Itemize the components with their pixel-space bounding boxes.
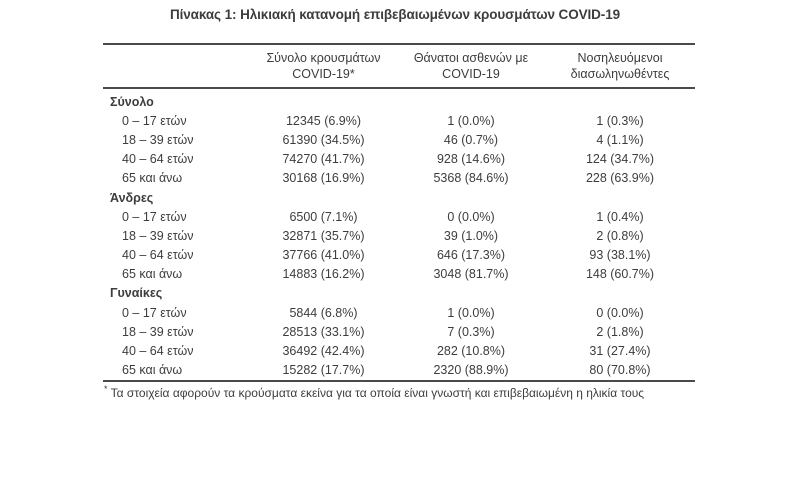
- age-group-label: 18 – 39 ετών: [122, 324, 194, 339]
- age-group-label: 40 – 64 ετών: [122, 152, 194, 167]
- age-group-label: 65 και άνω: [122, 363, 183, 378]
- section-label: Γυναίκες: [110, 286, 163, 301]
- age-group-label: 40 – 64 ετών: [122, 344, 194, 359]
- section-label: Άνδρες: [110, 190, 154, 205]
- footnote: * Τα στοιχεία αφορούν τα κρούσματα εκείν…: [104, 384, 644, 400]
- table-row: 18 – 39 ετών 32871 (35.7%) 39 (1.0%) 2 (…: [103, 226, 695, 245]
- age-group-label: 40 – 64 ετών: [122, 248, 194, 263]
- deaths-value: 1 (0.0%): [447, 305, 495, 320]
- intubated-value: 0 (0.0%): [596, 305, 644, 320]
- cases-value: 12345 (6.9%): [285, 113, 362, 128]
- age-group-label: 0 – 17 ετών: [122, 209, 187, 224]
- deaths-value: 2320 (88.9%): [433, 363, 509, 378]
- col-header-intubated: Νοσηλευόμενοι διασωληνωθέντες: [545, 50, 695, 83]
- deaths-value: 282 (10.8%): [436, 344, 506, 359]
- intubated-value: 4 (1.1%): [596, 132, 644, 147]
- intubated-value: 148 (60.7%): [585, 267, 655, 282]
- intubated-value: 2 (1.8%): [596, 324, 644, 339]
- intubated-value: 228 (63.9%): [585, 171, 655, 186]
- table-row: 65 και άνω 30168 (16.9%) 5368 (84.6%) 22…: [103, 169, 695, 188]
- age-group-label: 18 – 39 ετών: [122, 132, 194, 147]
- footnote-marker: *: [104, 384, 108, 394]
- deaths-value: 1 (0.0%): [447, 113, 495, 128]
- table-row: 40 – 64 ετών 36492 (42.4%) 282 (10.8%) 3…: [103, 341, 695, 360]
- intubated-value: 1 (0.4%): [596, 209, 644, 224]
- table-row: 40 – 64 ετών 74270 (41.7%) 928 (14.6%) 1…: [103, 150, 695, 169]
- cases-value: 32871 (35.7%): [282, 228, 365, 243]
- age-group-label: 65 και άνω: [122, 267, 183, 282]
- cases-value: 37766 (41.0%): [282, 248, 365, 263]
- section-label: Σύνολο: [110, 94, 154, 109]
- section-header-men: Άνδρες: [103, 188, 695, 207]
- cases-value: 36492 (42.4%): [282, 344, 365, 359]
- intubated-value: 124 (34.7%): [585, 152, 655, 167]
- intubated-value: 93 (38.1%): [589, 248, 651, 263]
- age-group-label: 0 – 17 ετών: [122, 305, 187, 320]
- col-header-cases-line2: COVID-19*: [292, 67, 355, 81]
- data-table: Σύνολο κρουσμάτων COVID-19* Θάνατοι ασθε…: [103, 43, 695, 382]
- col-header-cases: Σύνολο κρουσμάτων COVID-19*: [250, 50, 397, 83]
- cases-value: 5844 (6.8%): [289, 305, 358, 320]
- table-row: 18 – 39 ετών 28513 (33.1%) 7 (0.3%) 2 (1…: [103, 322, 695, 341]
- deaths-value: 39 (1.0%): [443, 228, 499, 243]
- cases-value: 6500 (7.1%): [289, 209, 358, 224]
- cases-value: 14883 (16.2%): [282, 267, 365, 282]
- col-header-intubated-line1: Νοσηλευόμενοι: [577, 50, 663, 65]
- section-header-women: Γυναίκες: [103, 284, 695, 303]
- cases-value: 30168 (16.9%): [282, 171, 365, 186]
- intubated-value: 80 (70.8%): [589, 363, 651, 378]
- table-row: 0 – 17 ετών 5844 (6.8%) 1 (0.0%) 0 (0.0%…: [103, 303, 695, 322]
- table-row: 40 – 64 ετών 37766 (41.0%) 646 (17.3%) 9…: [103, 246, 695, 265]
- cases-value: 74270 (41.7%): [282, 152, 365, 167]
- deaths-value: 0 (0.0%): [447, 209, 495, 224]
- deaths-value: 646 (17.3%): [436, 248, 506, 263]
- deaths-value: 7 (0.3%): [447, 324, 495, 339]
- table-row: 65 και άνω 14883 (16.2%) 3048 (81.7%) 14…: [103, 265, 695, 284]
- col-header-cases-line1: Σύνολο κρουσμάτων: [266, 50, 381, 65]
- col-header-intubated-line2: διασωληνωθέντες: [570, 67, 670, 81]
- intubated-value: 2 (0.8%): [596, 228, 644, 243]
- table-row: 0 – 17 ετών 12345 (6.9%) 1 (0.0%) 1 (0.3…: [103, 111, 695, 130]
- age-group-label: 18 – 39 ετών: [122, 228, 194, 243]
- intubated-value: 31 (27.4%): [589, 344, 651, 359]
- cases-value: 61390 (34.5%): [282, 132, 365, 147]
- cases-value: 28513 (33.1%): [282, 324, 365, 339]
- table-title: Πίνακας 1: Ηλικιακή κατανομή επιβεβαιωμέ…: [169, 7, 621, 22]
- intubated-value: 1 (0.3%): [596, 113, 644, 128]
- age-group-label: 65 και άνω: [122, 171, 183, 186]
- col-header-deaths: Θάνατοι ασθενών με COVID-19: [397, 50, 545, 83]
- deaths-value: 928 (14.6%): [436, 152, 506, 167]
- table-row: 18 – 39 ετών 61390 (34.5%) 46 (0.7%) 4 (…: [103, 130, 695, 149]
- col-header-deaths-line2: COVID-19: [442, 67, 500, 81]
- deaths-value: 3048 (81.7%): [433, 267, 509, 282]
- table-row: 65 και άνω 15282 (17.7%) 2320 (88.9%) 80…: [103, 361, 695, 380]
- deaths-value: 46 (0.7%): [443, 132, 499, 147]
- cases-value: 15282 (17.7%): [282, 363, 365, 378]
- age-group-label: 0 – 17 ετών: [122, 113, 187, 128]
- table-header-row: Σύνολο κρουσμάτων COVID-19* Θάνατοι ασθε…: [103, 45, 695, 89]
- table-body: Σύνολο 0 – 17 ετών 12345 (6.9%) 1 (0.0%)…: [103, 89, 695, 380]
- table-row: 0 – 17 ετών 6500 (7.1%) 0 (0.0%) 1 (0.4%…: [103, 207, 695, 226]
- col-header-deaths-line1: Θάνατοι ασθενών με: [413, 50, 529, 65]
- footnote-text: Τα στοιχεία αφορούν τα κρούσματα εκείνα …: [107, 386, 645, 400]
- section-header-total: Σύνολο: [103, 92, 695, 111]
- deaths-value: 5368 (84.6%): [433, 171, 509, 186]
